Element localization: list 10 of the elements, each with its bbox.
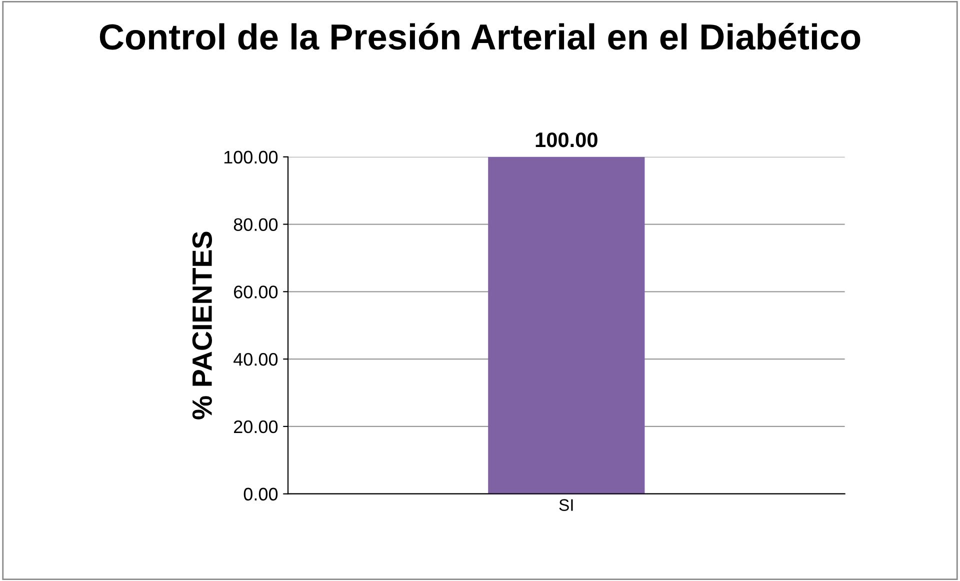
y-tick-label: 20.00 (234, 420, 278, 434)
y-axis-title: % PACIENTES (192, 232, 212, 420)
y-tick-label: 0.00 (244, 488, 278, 501)
y-tick-label: 60.00 (234, 286, 278, 298)
y-tick-label: 40.00 (234, 352, 278, 366)
data-label: 100.00 (536, 132, 598, 148)
chart-title: Control de la Presión Arterial en el Diabético (100, 22, 860, 50)
y-tick-label: 80.00 (234, 218, 278, 231)
x-tick-label: SI (559, 499, 573, 511)
y-tick-label: 100.00 (224, 150, 278, 164)
